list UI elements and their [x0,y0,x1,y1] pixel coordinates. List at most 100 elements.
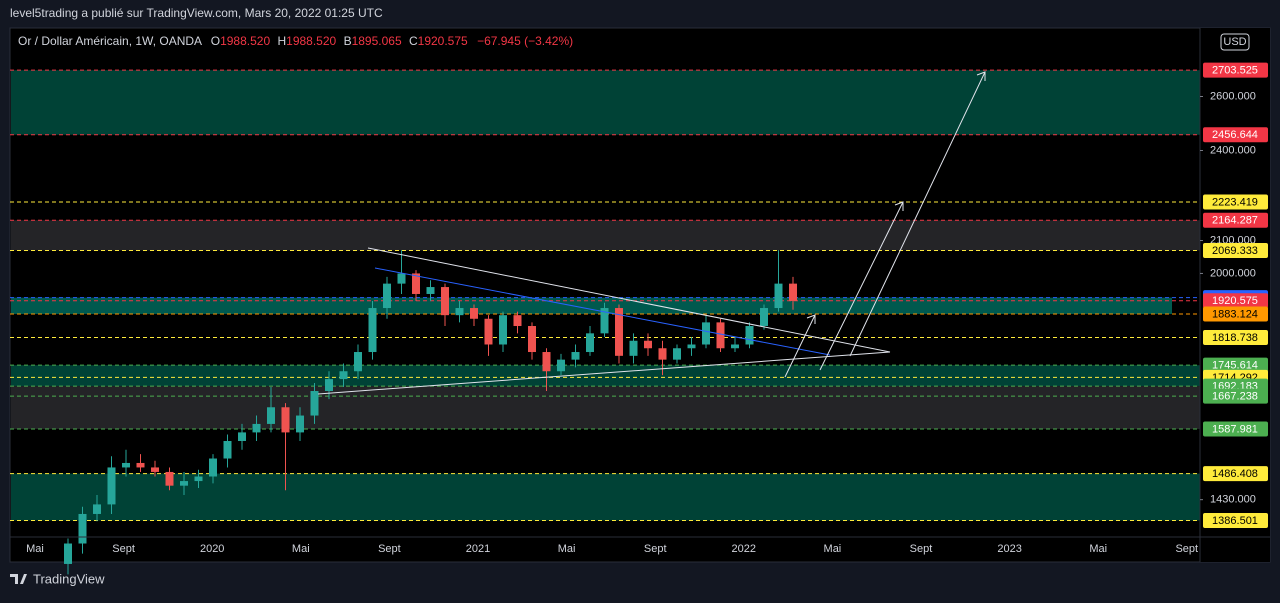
candle-body [267,407,275,424]
candle-body [209,458,217,477]
candle-body [93,504,101,514]
symbol-legend: Or / Dollar Américain, 1W, OANDA O1988.5… [18,34,573,48]
x-tick-label: 2020 [200,543,224,555]
zone [11,386,1200,430]
price-tag [1203,194,1268,210]
candle-body [615,308,623,356]
price-tag-label: 1818.738 [1212,332,1258,344]
candle-body [528,326,536,353]
candle-body [325,379,333,392]
x-tick-label: 2022 [732,543,756,555]
ohlc-key: C [409,34,418,48]
x-tick-label: Mai [824,543,842,555]
price-tag [1203,293,1268,309]
candle-body [600,308,609,334]
candle-body [687,344,696,349]
candle-body [368,308,377,353]
arrow [784,314,816,378]
candle-body [296,415,304,433]
candle-body [107,467,116,505]
price-tag-label: 2456.644 [1212,129,1258,141]
candle-body [64,543,72,564]
candle-body [629,340,638,356]
y-tick-label: 2000.000 [1210,267,1256,279]
candle-body [383,283,391,309]
ohlc-key: O [211,34,220,48]
price-tag-label: 1486.408 [1212,468,1258,480]
zone [11,70,1200,135]
candle-body [223,440,232,459]
candle-body [716,322,725,349]
price-tag [1203,421,1268,437]
candle-body [644,340,652,349]
ohlc-key: H [277,34,286,48]
candle-body [252,423,261,433]
change: −67.945 (−3.42%) [477,34,573,48]
candle-body [397,273,406,284]
logo-icon [10,574,27,584]
zone [11,365,1200,387]
candle-body [499,315,507,345]
price-tag-label: 1587.981 [1212,423,1258,435]
price-tag [1203,388,1268,404]
x-tick-label: 2023 [997,543,1021,555]
x-tick-label: Sept [112,543,135,555]
candle-body [702,322,710,345]
footer-logo[interactable]: TradingView [10,571,105,586]
candle-body [180,481,188,486]
price-tag-label: 2223.419 [1212,196,1258,208]
brand: TradingView [33,571,105,586]
candle-body [513,315,522,327]
candle-body [339,371,348,380]
price-tag [1203,357,1268,373]
trendline [367,247,891,353]
x-tick-label: Mai [26,543,44,555]
price-tag-label: 1920.575 [1212,295,1258,307]
zone [11,220,1200,251]
ohlc-value: 1895.065 [352,34,402,48]
candle-body [789,283,797,301]
zone [11,297,1172,315]
ohlc-value: 1920.575 [418,34,468,48]
price-tag [1203,212,1268,228]
x-tick-label: Sept [378,543,401,555]
candle-body [412,273,420,294]
candle-body [426,287,435,294]
ohlc-value: 1988.520 [220,34,270,48]
x-tick-label: Mai [558,543,576,555]
candle-body [122,462,130,468]
arrow [819,201,904,371]
price-tag-label: 2703.525 [1212,65,1258,77]
candle-body [281,407,290,433]
currency: USD [1223,36,1246,48]
arrow [849,71,986,357]
currency-badge[interactable] [1220,33,1250,51]
price-tag [1203,242,1268,258]
x-tick-label: Mai [292,543,310,555]
price-tag-label: 2164.287 [1212,215,1258,227]
ohlc-key: B [344,34,352,48]
x-tick-label: Sept [910,543,933,555]
price-tag-label: 1667.238 [1212,391,1258,403]
candle-body [238,432,246,441]
candle-body [484,318,493,345]
candle-body [151,467,159,472]
price-tag [1203,330,1268,346]
price-tag-label: 1883.124 [1212,308,1258,320]
candle-body [542,352,551,372]
candle-body [194,476,203,482]
y-tick-label: 1430.000 [1210,494,1256,506]
price-tag [1203,466,1268,482]
price-tag-label: 1745.614 [1212,360,1258,372]
x-tick-label: Sept [1175,543,1198,555]
candle-body [571,352,580,360]
candle-body [760,308,768,327]
candle-body [441,287,449,316]
candle-body [78,513,87,544]
price-tag-label: 1386.501 [1212,515,1258,527]
x-tick-label: 2021 [466,543,490,555]
candle-body [673,348,681,360]
candle-body [658,348,667,360]
candle-body [470,308,478,319]
